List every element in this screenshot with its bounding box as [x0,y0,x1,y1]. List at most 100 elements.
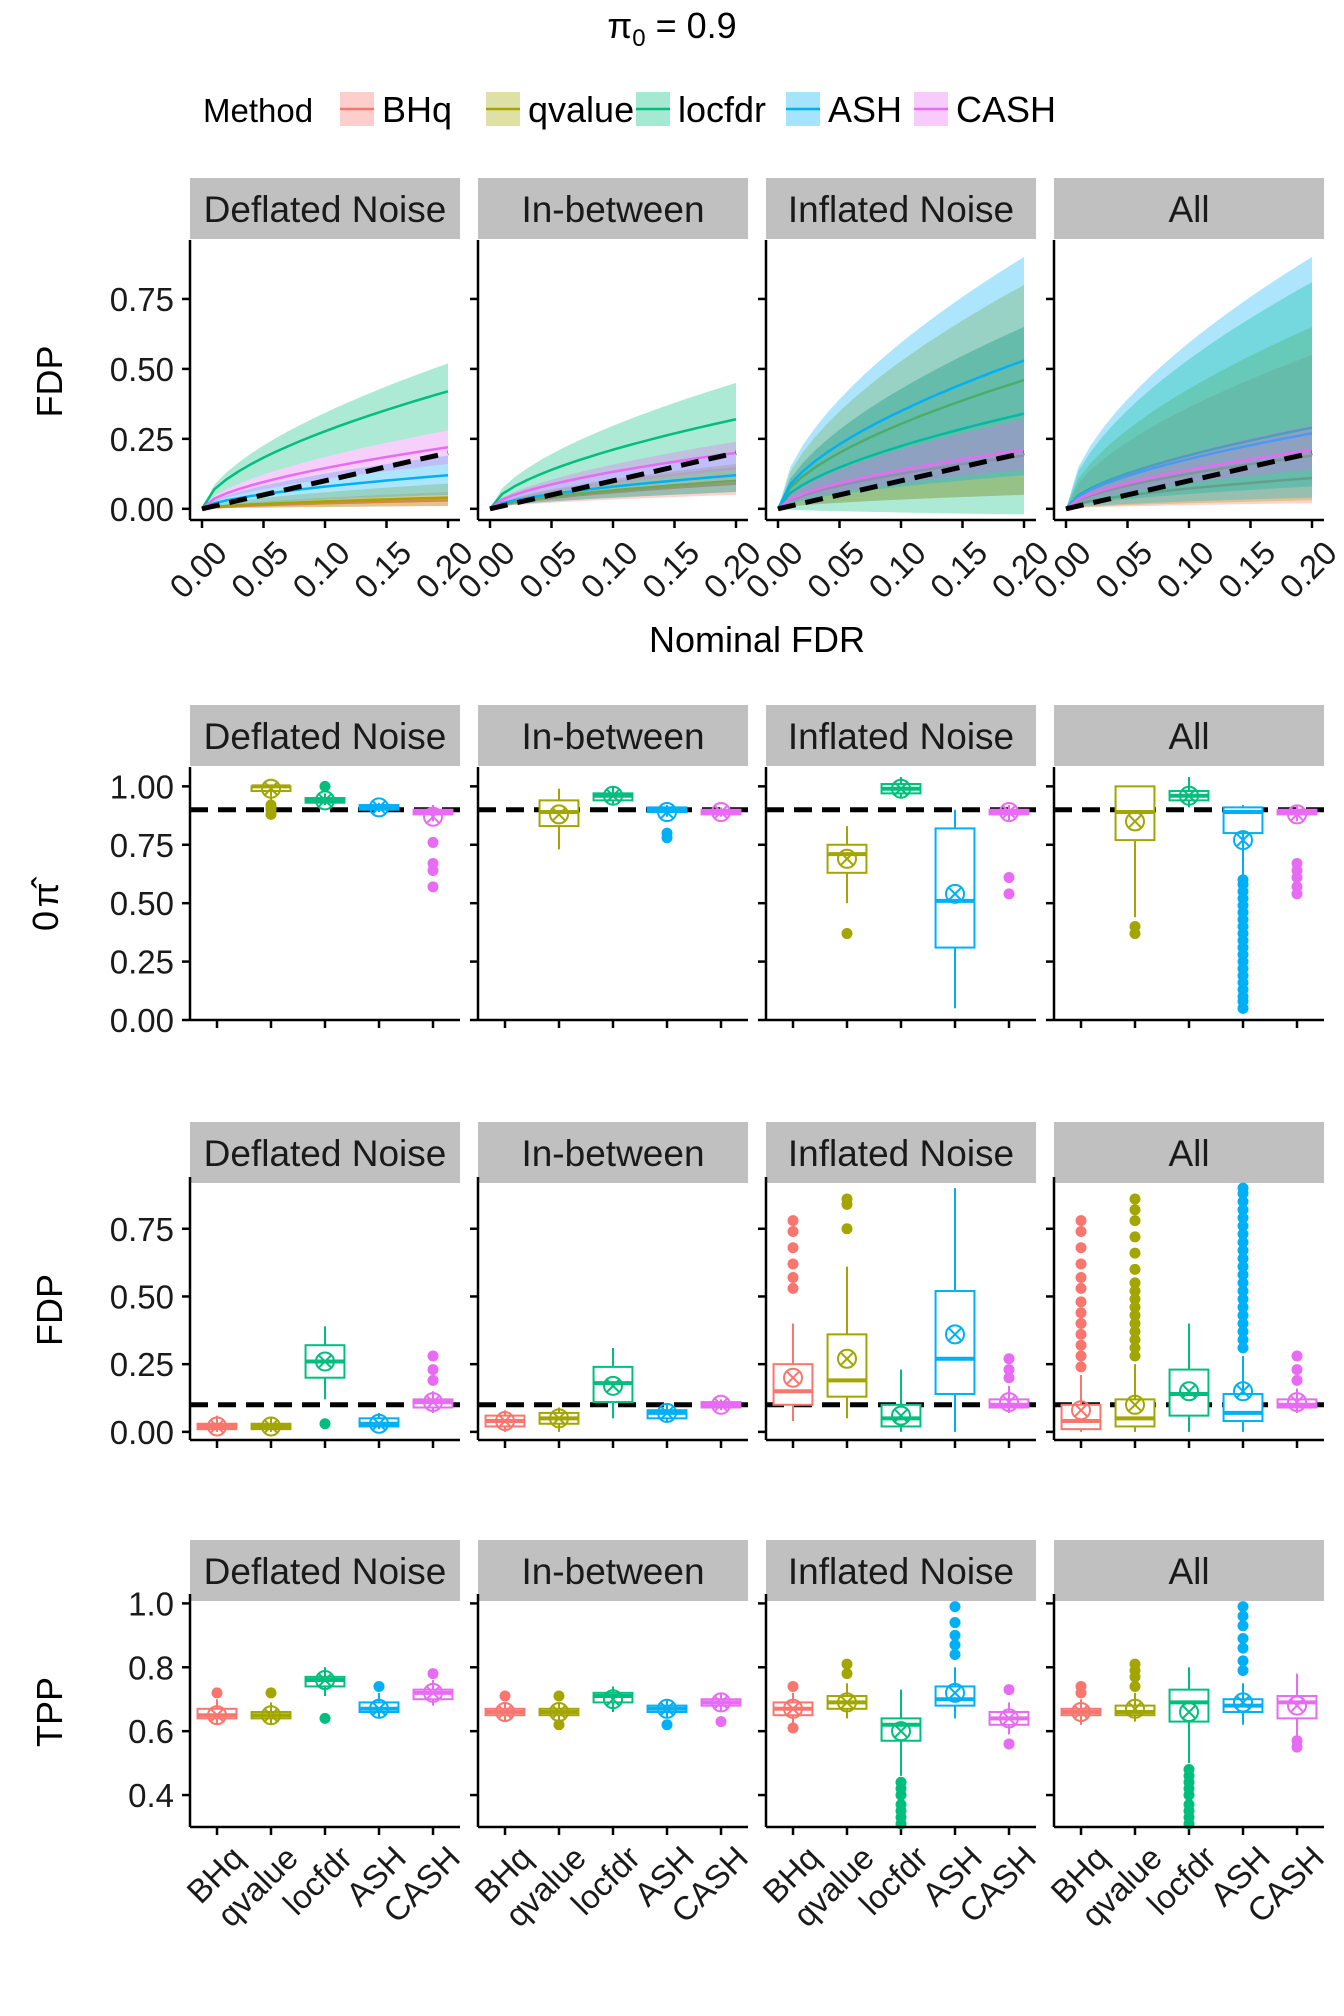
mean-marker-cross [1289,1698,1305,1713]
box-locfdr-deflated-noise [304,780,346,811]
outlier-point [841,1658,853,1670]
facet-strip-all: All [1168,1551,1209,1592]
mean-marker [261,1705,281,1726]
strip-bg-r0-f2 [766,178,1036,239]
strip-bg-r2-f3 [1054,1122,1324,1183]
mean-marker [999,1392,1019,1413]
outlier-point [1237,1301,1249,1313]
outlier-point [1075,1215,1087,1227]
outlier-point [1237,1664,1249,1676]
mean-marker [549,1408,569,1429]
outlier-point [1129,1350,1141,1362]
band-cash-inflated-noise [778,419,1024,509]
outlier-point [1003,1372,1015,1384]
legend-item-locfdr: locfdr [636,89,766,130]
box-body [772,1363,814,1406]
mean-marker [783,1698,803,1719]
mean-marker [999,802,1019,823]
box-bhq-deflated-noise [196,1687,238,1726]
outlier-point [1075,1242,1087,1254]
x-tick-label: 0.05 [224,534,296,606]
mean-marker [315,1351,335,1372]
line-ash-inflated-noise [776,359,1025,510]
facet-strip-in-between: In-between [521,189,704,230]
outlier-point [1237,1285,1249,1297]
mean-marker-cross [263,1708,279,1723]
mean-marker [549,1702,569,1722]
chart-title-sub: 0 [632,25,645,52]
box-qvalue-inflated-noise [826,1193,868,1419]
y-tick-label: 0.00 [110,1414,174,1451]
legend-item-ash: ASH [786,89,902,130]
outlier-point [949,1639,961,1651]
band-locfdr-all [1066,282,1312,509]
box-cash-deflated-noise [412,1668,454,1706]
box-cash-inflated-noise [988,802,1030,900]
y-axis-title-r1: π̂ [25,877,66,908]
strip-bg-r1-f3 [1054,705,1324,766]
chart-title-rest: = 0.9 [646,5,737,46]
outlier-point [427,1374,439,1386]
mean-marker-cross [497,1414,513,1429]
mean-marker-cross [713,1397,729,1412]
band-qvalue-deflated-noise [202,483,448,509]
y-axis-title-sub: 0 [25,911,66,931]
box-locfdr-in-between [592,1686,634,1712]
x-tick-label: 0.15 [635,534,707,606]
mean-marker [603,785,623,806]
outlier-point [1075,1318,1087,1330]
mean-marker [891,778,911,799]
chart-title: π0 = 0.9 [607,5,736,52]
mean-marker [837,848,857,869]
y-tick-label: 0.25 [110,944,174,981]
outlier-point [1237,1655,1249,1667]
outlier-point [1237,1228,1249,1240]
box-qvalue-all [1114,1193,1156,1432]
outlier-point [427,857,439,869]
mean-marker-cross [317,1673,333,1688]
y-tick-label: 0.00 [110,491,174,528]
box-body [1060,1403,1102,1431]
outlier-point [1237,1253,1249,1265]
mean-marker-cross [1235,1695,1251,1710]
outlier-point [1237,1236,1249,1248]
outlier-point [1075,1350,1087,1362]
mean-marker [1233,1692,1253,1713]
x-tick-label: 0.00 [162,534,234,606]
x-axis-title: Nominal FDR [649,619,865,660]
outlier-point [787,1680,799,1692]
outlier-point [841,1223,853,1235]
x-tick-label: 0.05 [512,534,584,606]
mean-marker-cross [371,800,387,815]
fdp-curve-panel-deflated-noise: Deflated Noise0.000.250.500.750.000.050.… [110,178,480,605]
outlier-point [949,1617,961,1629]
outlier-point [1291,1735,1303,1747]
line-ash-all [1065,432,1313,510]
box-ash-in-between [646,1698,688,1731]
box-panel-r2-deflated-noise: Deflated Noise 0.00 0.25 0.50 0.75 [110,1122,460,1451]
outlier-point [1237,1601,1249,1613]
x-tick-label: 0.15 [923,534,995,606]
outlier-point [1003,1353,1015,1365]
outlier-point [1129,1277,1141,1289]
box-locfdr-in-between [592,785,634,806]
y-tick-label: 0.25 [110,421,174,458]
mean-marker [837,1348,857,1369]
legend-label-ash: ASH [828,89,902,130]
outlier-point [1237,1342,1249,1354]
strip-bg-r0-f0 [190,178,460,239]
outlier-point [1075,1680,1087,1692]
box-body [934,827,976,949]
mean-marker [1287,1392,1307,1413]
facet-strip-inflated-noise: Inflated Noise [788,716,1014,757]
box-body [826,1333,868,1398]
x-tick-label: 0.10 [861,534,933,606]
reference-line-deflated-noise [201,450,449,512]
outlier-point [1003,1364,1015,1376]
line-locfdr-all [1065,426,1313,510]
y-tick-label: 1.00 [110,768,174,805]
